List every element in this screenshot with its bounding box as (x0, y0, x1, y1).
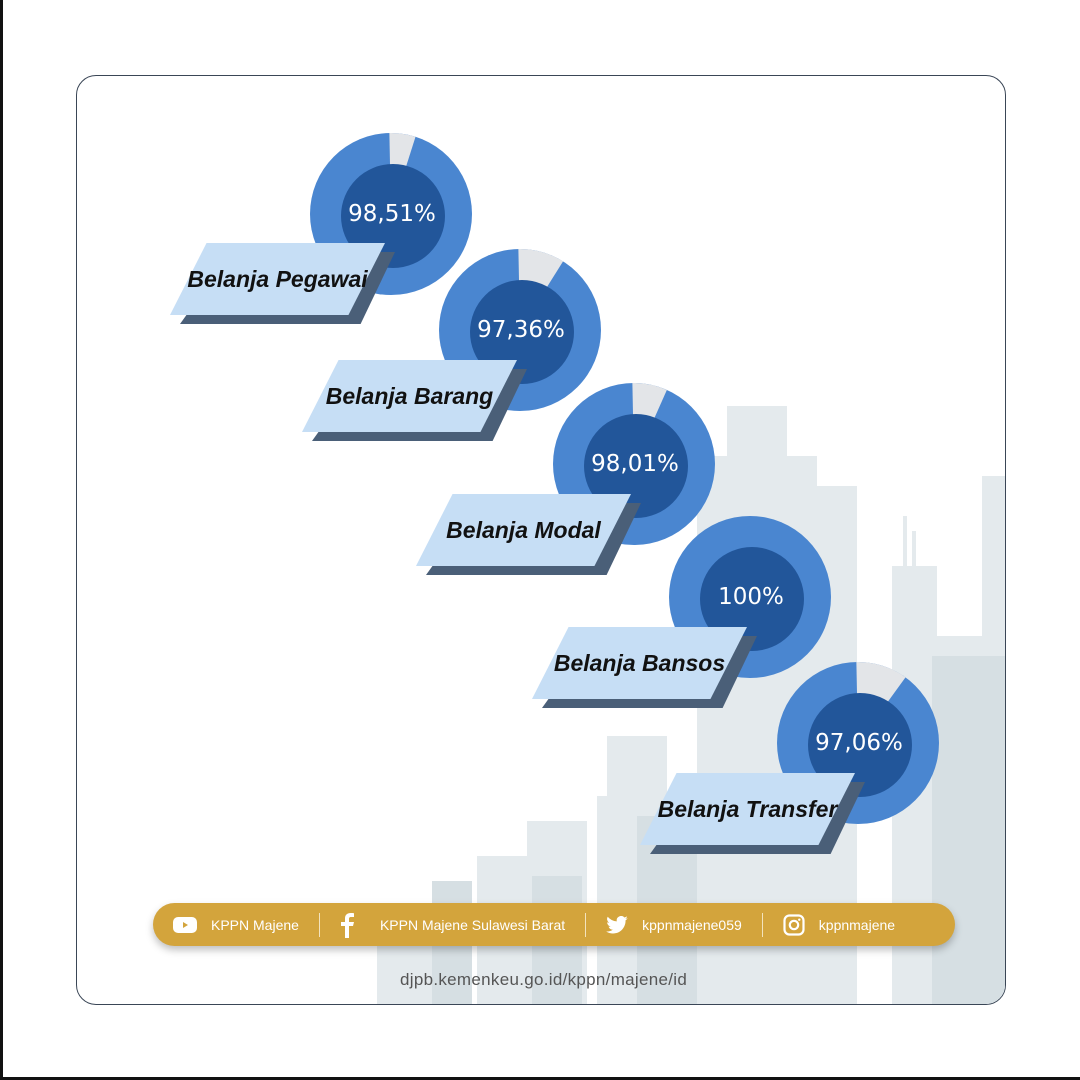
youtube-icon (173, 916, 197, 933)
donut-center (470, 280, 574, 384)
category-label: Belanja Bansos (553, 650, 726, 676)
category-tag: Belanja Transfer (640, 773, 865, 854)
divider (761, 912, 763, 937)
tag-face (532, 627, 747, 699)
category-label: Belanja Barang (325, 383, 494, 409)
divider (585, 912, 587, 937)
category-tag: Belanja Bansos (532, 627, 757, 708)
donut-1 (439, 249, 601, 411)
category-tag: Belanja Barang (302, 360, 527, 441)
footer-item-facebook[interactable]: KPPN Majene Sulawesi Barat (320, 912, 585, 938)
divider (318, 912, 320, 937)
youtube-label: KPPN Majene (211, 916, 299, 933)
footer-item-youtube[interactable]: KPPN Majene (153, 916, 319, 934)
donut-value-label: 97,36% (477, 317, 565, 343)
footer-item-instagram[interactable]: kppnmajene (763, 913, 915, 936)
bottom-border (0, 1077, 1080, 1080)
facebook-icon (340, 912, 354, 938)
tag-face (416, 494, 631, 566)
donut-value-label: 100% (718, 584, 784, 610)
social-media-bar: KPPN Majene KPPN Majene Sulawesi Barat k… (153, 903, 955, 946)
category-label: Belanja Modal (446, 517, 601, 543)
donut-value-label: 97,06% (815, 730, 903, 756)
website-url[interactable]: djpb.kemenkeu.go.id/kppn/majene/id (400, 970, 688, 989)
donut-center (341, 164, 445, 268)
twitter-label: kppnmajene059 (642, 916, 742, 933)
twitter-icon (606, 915, 628, 933)
instagram-label: kppnmajene (818, 916, 896, 933)
tag-face (640, 773, 855, 845)
donut-center (584, 414, 688, 518)
category-tag: Belanja Pegawai (170, 243, 395, 324)
facebook-label: KPPN Majene Sulawesi Barat (379, 916, 566, 933)
category-tag: Belanja Modal (416, 494, 641, 575)
tag-face (302, 360, 517, 432)
category-label: Belanja Pegawai (187, 266, 368, 292)
instagram-icon (783, 913, 805, 936)
tag-face (170, 243, 385, 315)
donut-value-label: 98,01% (591, 451, 679, 477)
donut-value-label: 98,51% (348, 201, 436, 227)
category-label: Belanja Transfer (657, 796, 838, 822)
donut-center (700, 547, 804, 651)
left-border (0, 0, 3, 1080)
footer-item-twitter[interactable]: kppnmajene059 (586, 915, 762, 934)
donut-center (808, 693, 912, 797)
